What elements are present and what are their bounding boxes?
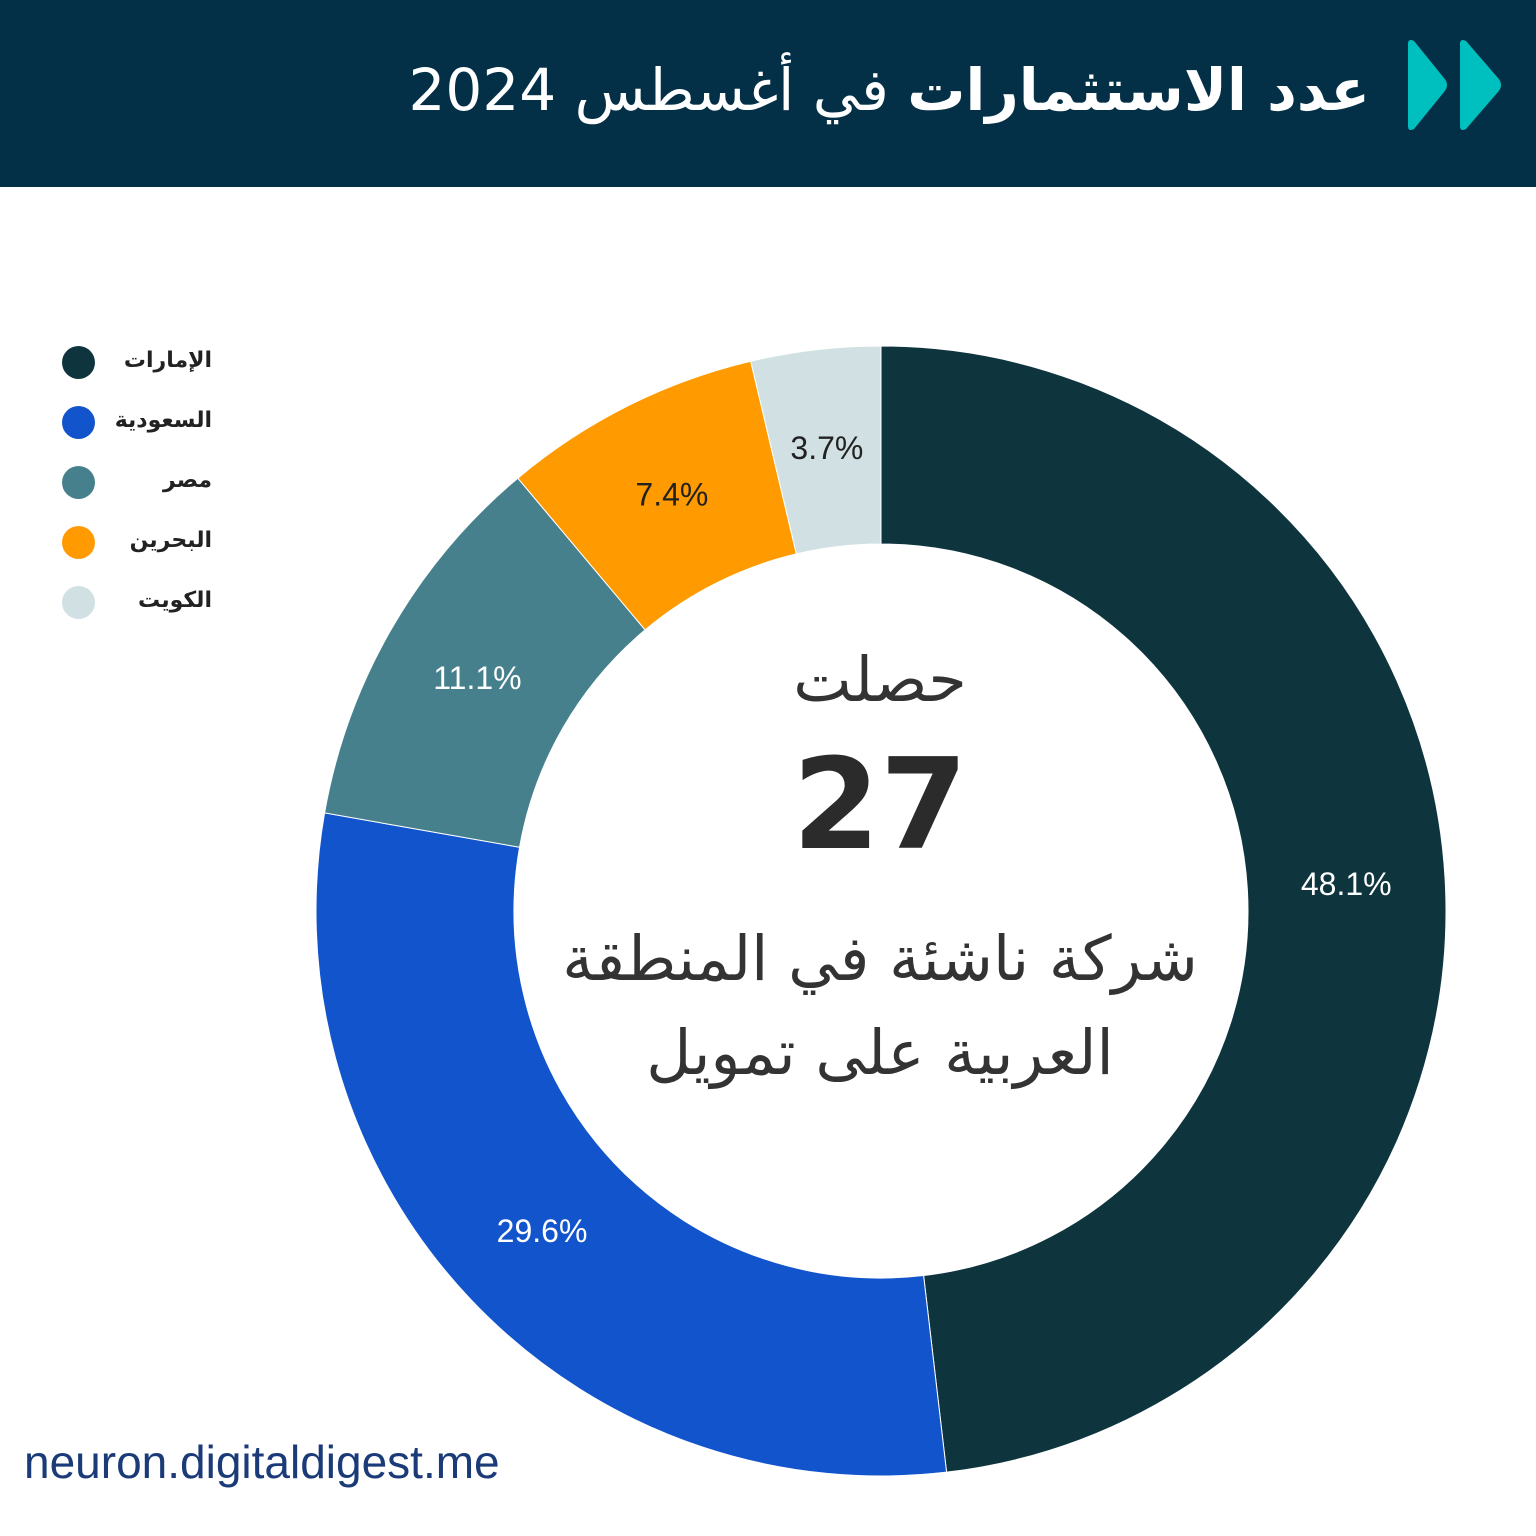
slice-value-label: 7.4% (635, 477, 708, 513)
legend-item: السعودية (60, 400, 220, 440)
slice-value-label: 3.7% (790, 430, 863, 466)
double-play-icon (1408, 40, 1501, 130)
legend-swatch (62, 586, 95, 619)
footer-url: neuron.digitaldigest.me (24, 1436, 500, 1488)
legend-item: الكويت (60, 580, 220, 620)
center-number: 27 (792, 731, 968, 878)
donut-slice-1 (315, 812, 948, 1477)
legend-swatch (62, 346, 95, 379)
legend-label: مصر (163, 468, 212, 493)
legend-item: البحرين (60, 520, 220, 560)
legend-swatch (62, 406, 95, 439)
slice-value-label: 48.1% (1301, 866, 1392, 902)
legend-label: البحرين (129, 528, 212, 553)
legend-label: السعودية (114, 408, 212, 433)
header-bar: عدد الاستثمارات في أغسطس 2024 (0, 0, 1536, 187)
center-line-2: شركة ناشئة في المنطقة العربية على تمويل (562, 922, 1198, 1089)
legend-item: مصر (60, 460, 220, 500)
slice-value-label: 11.1% (433, 660, 521, 696)
legend-label: الإمارات (123, 348, 212, 373)
title-rest-part: في أغسطس 2024 (408, 56, 889, 124)
slice-value-label: 29.6% (497, 1213, 588, 1249)
donut-chart: 48.1% 29.6% 11.1% 7.4% 3.7% (315, 345, 1447, 1477)
donut-slice-0 (880, 345, 1447, 1473)
legend-item: الإمارات (60, 340, 220, 380)
legend-swatch (62, 466, 95, 499)
center-line-1: حصلت (793, 643, 967, 716)
legend-label: الكويت (138, 588, 212, 613)
page-title: عدد الاستثمارات في أغسطس 2024 (409, 50, 1370, 130)
legend-swatch (62, 526, 95, 559)
donut-slice-4 (750, 345, 882, 555)
title-bold-part: عدد الاستثمارات (907, 56, 1370, 124)
